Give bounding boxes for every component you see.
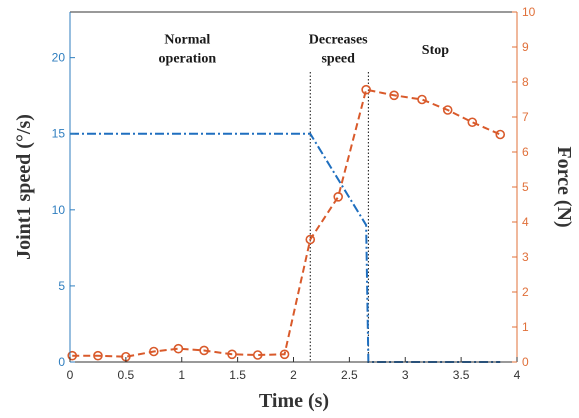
phase-annotation: Stop [422, 43, 449, 58]
force-data-point [467, 117, 478, 128]
axes [69, 11, 518, 363]
plot-area [67, 72, 506, 363]
force-data-point [305, 234, 316, 245]
y-right-tick-label: 3 [522, 250, 529, 264]
x-tick-label: 0.5 [118, 368, 135, 382]
phase-annotation: speed [321, 52, 355, 67]
phase-annotation: Normal [164, 33, 210, 48]
x-tick-label: 2.5 [341, 368, 358, 382]
force-data-point [389, 90, 399, 101]
y-right-tick-label: 4 [522, 215, 529, 229]
force-data-point [199, 345, 209, 356]
y-left-tick-label: 0 [58, 355, 65, 369]
y-right-tick-label: 7 [522, 110, 529, 124]
y-right-tick-label: 6 [522, 145, 529, 159]
y-left-tick-label: 10 [52, 203, 66, 217]
y-right-tick-label: 2 [522, 285, 529, 299]
force-data-point [149, 346, 159, 357]
force-data-point [361, 84, 371, 95]
y-right-tick-label: 8 [522, 75, 529, 89]
force-data-point [495, 129, 506, 140]
force-data-point [252, 350, 263, 360]
y-left-tick-label: 15 [52, 127, 66, 141]
y-left-tick-label: 5 [58, 279, 65, 293]
y-left-axis-label: Joint1 speed (°/s) [13, 114, 35, 260]
phase-annotation: operation [159, 52, 217, 67]
y-right-tick-label: 9 [522, 40, 529, 54]
force-data-point [227, 349, 237, 360]
speed-series-line [70, 132, 501, 363]
y-left-tick-label: 20 [52, 51, 66, 65]
x-tick-label: 3.5 [453, 368, 470, 382]
y-right-tick-label: 5 [522, 180, 529, 194]
annotations: Normal operation Decreases speed Stop [159, 33, 450, 67]
force-data-point [279, 349, 290, 360]
x-tick-label: 2 [290, 368, 297, 382]
x-axis-label: Time (s) [259, 390, 329, 412]
x-tick-label: 1.5 [229, 368, 246, 382]
y-right-tick-label: 1 [522, 320, 529, 334]
y-right-tick-label: 0 [522, 355, 529, 369]
force-data-point [93, 350, 103, 361]
force-data-point [173, 343, 184, 354]
x-tick-label: 3 [402, 368, 409, 382]
force-data-point [442, 105, 453, 115]
force-data-point [333, 192, 344, 202]
force-series-line [72, 88, 501, 358]
x-tick-label: 1 [178, 368, 185, 382]
x-tick-label: 4 [514, 368, 521, 382]
x-tick-label: 0 [67, 368, 74, 382]
y-right-axis-label: Force (N) [553, 146, 575, 227]
phase-annotation: Decreases [309, 33, 368, 48]
force-data-point [67, 350, 78, 361]
y-right-tick-label: 10 [522, 5, 536, 19]
force-data-point [417, 94, 427, 105]
